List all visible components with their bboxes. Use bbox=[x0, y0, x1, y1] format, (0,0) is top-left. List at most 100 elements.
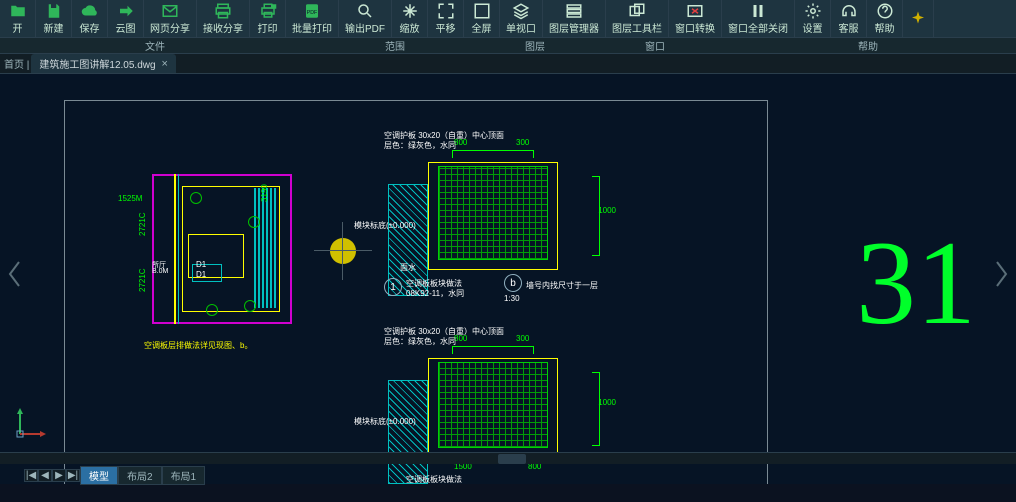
tab-nav-first[interactable]: |◀ bbox=[24, 469, 38, 482]
section-detail-1: 800 300 1000 空调护板 30x20（自重）中心顶面 层色：绿灰色，水… bbox=[388, 166, 588, 296]
button-label: 平移 bbox=[436, 20, 456, 35]
button-label: 设置 bbox=[803, 20, 823, 35]
page-number-overlay: 31 bbox=[856, 214, 976, 352]
button-label: 缩放 bbox=[400, 20, 420, 35]
file-tab-title: 建筑施工图讲解12.05.dwg bbox=[39, 56, 155, 71]
save-icon bbox=[45, 2, 63, 20]
layermgr-button[interactable]: 图层管理器 bbox=[543, 0, 606, 37]
zoom-icon bbox=[356, 2, 374, 20]
section-detail-2: 800 300 1000 1500 800 空调护板 30x20（自重）中心顶面… bbox=[388, 362, 588, 484]
mail-icon bbox=[161, 2, 179, 20]
batchprint-button[interactable]: PDF 批量打印 bbox=[286, 0, 339, 37]
exportpdf-button[interactable]: 输出PDF bbox=[339, 0, 392, 37]
extra-action-button[interactable] bbox=[903, 0, 934, 37]
crosshair-target bbox=[330, 238, 356, 264]
dim-label: 1525M bbox=[118, 194, 142, 203]
button-label: 开 bbox=[13, 20, 23, 35]
help-icon bbox=[876, 2, 894, 20]
section-label: 窗口 bbox=[590, 38, 720, 53]
close-icon[interactable]: × bbox=[162, 58, 168, 70]
layertool-button[interactable]: 图层工具栏 bbox=[606, 0, 669, 37]
webshare-button[interactable]: 网页分享 bbox=[144, 0, 197, 37]
new-button[interactable]: 新建 bbox=[36, 0, 72, 37]
note-text: 空调板层排做法详见现图、b。 bbox=[144, 340, 252, 351]
help-button[interactable]: 帮助 bbox=[867, 0, 903, 37]
print-button[interactable]: 打印 bbox=[250, 0, 286, 37]
button-label: 单视口 bbox=[506, 20, 536, 35]
button-label: 保存 bbox=[80, 20, 100, 35]
vp-icon bbox=[473, 2, 491, 20]
open-button[interactable]: 开 bbox=[0, 0, 36, 37]
ucs-icon bbox=[14, 404, 50, 440]
dim-label: 2721C bbox=[138, 212, 147, 236]
callout-bubble: 1 bbox=[384, 278, 402, 296]
button-label: 图层管理器 bbox=[549, 20, 599, 35]
tab-nav-prev[interactable]: ◀ bbox=[38, 469, 52, 482]
subtitle: 层色：绿灰色，水同 bbox=[384, 140, 456, 151]
folder-icon bbox=[9, 2, 27, 20]
section-label: 文件 bbox=[0, 38, 310, 53]
toolbar: 开新建保存云图网页分享接收分享打印PDF批量打印输出PDF缩放平移全屏单视口图层… bbox=[0, 0, 1016, 38]
model-tab[interactable]: 模型 bbox=[80, 466, 118, 485]
button-label: 窗口转换 bbox=[675, 20, 715, 35]
callout-code: 08K92-11，水同 bbox=[406, 288, 464, 299]
winswitch-button[interactable]: 窗口转换 bbox=[669, 0, 722, 37]
label: D1 bbox=[196, 270, 206, 279]
support-button[interactable]: 客服 bbox=[831, 0, 867, 37]
pan-button[interactable]: 平移 bbox=[428, 0, 464, 37]
svg-text:PDF: PDF bbox=[307, 10, 318, 16]
ref-bubble: b bbox=[504, 274, 522, 292]
winclose-icon bbox=[686, 2, 704, 20]
sparkle-icon bbox=[909, 10, 927, 28]
file-tab[interactable]: 建筑施工图讲解12.05.dwg × bbox=[31, 54, 176, 73]
horizontal-scrollbar[interactable] bbox=[0, 452, 1016, 464]
button-label: 客服 bbox=[839, 20, 859, 35]
button-label: 接收分享 bbox=[203, 20, 243, 35]
zoom-button[interactable]: 缩放 bbox=[392, 0, 428, 37]
tag: B.0M bbox=[152, 268, 168, 275]
full-icon bbox=[437, 2, 455, 20]
layout-tab[interactable]: 布局2 bbox=[118, 466, 162, 485]
dim-label: 2721C bbox=[138, 268, 147, 292]
headset-icon bbox=[840, 2, 858, 20]
button-label: 新建 bbox=[44, 20, 64, 35]
callout: 空调板板块做法 bbox=[406, 474, 462, 485]
scrollbar-thumb[interactable] bbox=[498, 454, 526, 464]
tab-home-label[interactable]: 首页 | bbox=[4, 56, 29, 71]
settings-button[interactable]: 设置 bbox=[795, 0, 831, 37]
cloud-button[interactable]: 云图 bbox=[108, 0, 144, 37]
button-label: 输出PDF bbox=[345, 20, 385, 35]
button-label: 网页分享 bbox=[150, 20, 190, 35]
bubble-note: 墙号内找尺寸于一层 bbox=[526, 280, 598, 291]
viewport-button[interactable]: 单视口 bbox=[500, 0, 543, 37]
note: 1000 bbox=[598, 206, 616, 215]
next-page-arrow[interactable] bbox=[990, 254, 1014, 294]
recv-button[interactable]: 接收分享 bbox=[197, 0, 250, 37]
note: 1000 bbox=[598, 398, 616, 407]
section-label: 图层 bbox=[480, 38, 590, 53]
button-label: 批量打印 bbox=[292, 20, 332, 35]
winswitch-icon bbox=[628, 2, 646, 20]
dim-label: 3190 bbox=[260, 184, 269, 202]
button-label: 云图 bbox=[116, 20, 136, 35]
layout-tab[interactable]: 布局1 bbox=[162, 466, 206, 485]
pause-icon bbox=[749, 2, 767, 20]
printer-icon bbox=[214, 2, 232, 20]
button-label: 窗口全部关闭 bbox=[728, 20, 788, 35]
section-bar: 文件范围图层窗口帮助 bbox=[0, 38, 1016, 54]
fullscreen-button[interactable]: 全屏 bbox=[464, 0, 500, 37]
closeall-button[interactable]: 窗口全部关闭 bbox=[722, 0, 795, 37]
tab-nav-next[interactable]: ▶ bbox=[52, 469, 66, 482]
section-label: 帮助 bbox=[720, 38, 1016, 53]
scale: 1:30 bbox=[504, 294, 520, 303]
printer2-icon bbox=[259, 2, 277, 20]
prev-page-arrow[interactable] bbox=[2, 254, 26, 294]
button-label: 图层工具栏 bbox=[612, 20, 662, 35]
elev-label: 模块标底(±0.000) bbox=[354, 416, 416, 427]
layermgr-icon bbox=[512, 2, 530, 20]
canvas-area[interactable]: 2721C 2721C 3190 D1 D1 1525M 空调板层排做法详见现图… bbox=[0, 74, 1016, 484]
save-button[interactable]: 保存 bbox=[72, 0, 108, 37]
note: 300 bbox=[516, 138, 529, 147]
button-label: 帮助 bbox=[875, 20, 895, 35]
tab-nav-last[interactable]: ▶| bbox=[66, 469, 80, 482]
